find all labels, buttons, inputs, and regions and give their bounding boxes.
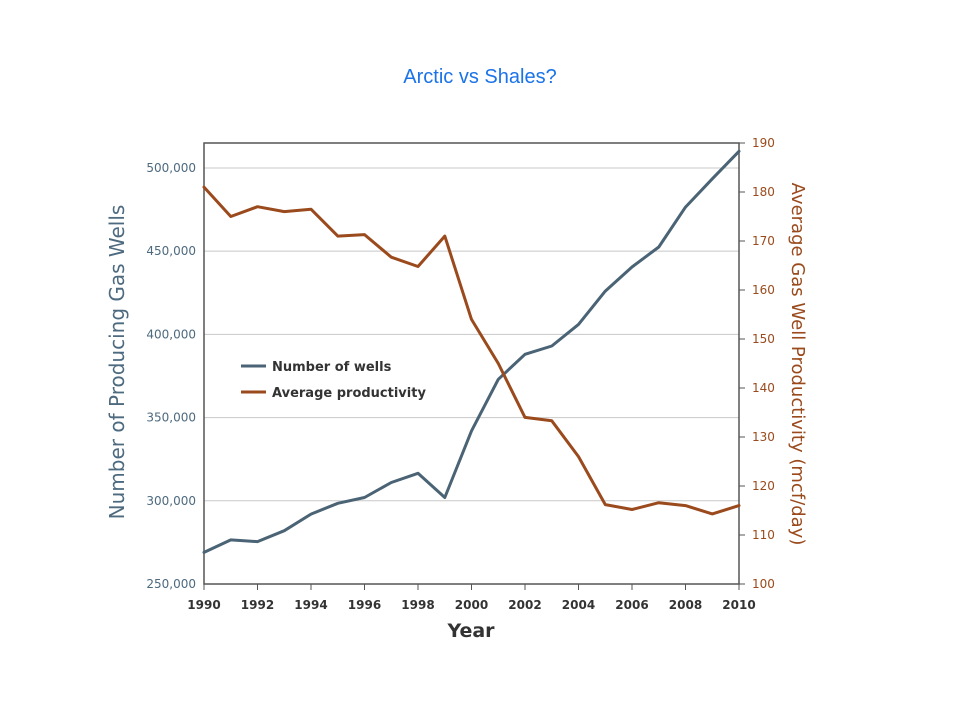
right-tick-label: 100 xyxy=(752,577,775,591)
right-tick-label: 170 xyxy=(752,234,775,248)
right-tick-label: 180 xyxy=(752,185,775,199)
right-tick-label: 120 xyxy=(752,479,775,493)
x-tick-label: 2000 xyxy=(455,598,488,612)
left-tick-label: 400,000 xyxy=(146,327,196,341)
x-tick-label: 2006 xyxy=(615,598,648,612)
grid-lines xyxy=(204,167,739,585)
series-lines xyxy=(202,149,741,554)
legend: Number of wells Average productivity xyxy=(241,360,426,401)
right-axis-label: Average Gas Well Productivity (mcf/day) xyxy=(787,183,808,546)
left-tick-label: 500,000 xyxy=(146,161,196,175)
series-line-average-productivity xyxy=(202,185,741,516)
x-tick-label: 2002 xyxy=(508,598,541,612)
slide-title: Arctic vs Shales? xyxy=(403,66,557,88)
left-tick-label: 250,000 xyxy=(146,577,196,591)
x-tick-label: 1996 xyxy=(348,598,381,612)
right-tick-label: 160 xyxy=(752,283,775,297)
x-tick-label: 1990 xyxy=(187,598,220,612)
x-tick-label: 2008 xyxy=(669,598,702,612)
right-tick-label: 130 xyxy=(752,430,775,444)
series-line-number-of-wells xyxy=(202,149,741,554)
x-tick-label: 2010 xyxy=(722,598,755,612)
left-tick-label: 450,000 xyxy=(146,244,196,258)
x-tick-label: 1992 xyxy=(241,598,274,612)
right-tick-label: 140 xyxy=(752,381,775,395)
legend-label-wells: Number of wells xyxy=(272,360,392,375)
right-tick-label: 190 xyxy=(752,136,775,150)
x-tick-label: 1994 xyxy=(294,598,327,612)
x-axis-ticks: 1990 1992 1994 1996 1998 2000 2002 2004 2006 2008… xyxy=(187,584,756,612)
left-tick-label: 350,000 xyxy=(146,411,196,425)
x-tick-label: 1998 xyxy=(401,598,434,612)
left-axis-ticks: 250,000 300,000 350,000 400,000 450,000 500,0… xyxy=(146,161,196,591)
right-axis-ticks: 100 110 120 130 140 150 160 170 180 190 xyxy=(739,136,775,591)
right-tick-label: 110 xyxy=(752,528,775,542)
legend-label-productivity: Average productivity xyxy=(272,386,426,401)
x-tick-label: 2004 xyxy=(562,598,595,612)
left-axis-label: Number of Producing Gas Wells xyxy=(105,205,129,520)
right-tick-label: 150 xyxy=(752,332,775,346)
x-axis-label: Year xyxy=(446,620,495,642)
left-tick-label: 300,000 xyxy=(146,494,196,508)
